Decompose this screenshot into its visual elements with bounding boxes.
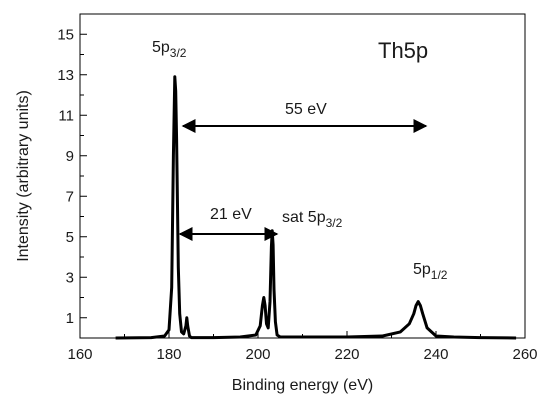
y-tick-label: 11 (58, 107, 74, 124)
peak-5p32-sub: 3/2 (170, 46, 187, 60)
sat-5p32-sub: 3/2 (326, 216, 343, 230)
sat-5p32-main: sat 5p (282, 209, 326, 226)
x-tick-label: 240 (423, 346, 448, 363)
x-tick-label: 180 (156, 346, 181, 363)
peak-5p12-label: 5p1/2 (413, 261, 448, 282)
region-label: Th5p (378, 38, 428, 63)
peak-5p12-main: 5p (413, 261, 431, 278)
x-tick-label: 200 (245, 346, 270, 363)
peak-5p32-main: 5p (152, 39, 170, 56)
arrow-55ev-label: 55 eV (285, 101, 327, 118)
y-tick-label: 3 (66, 269, 74, 286)
plot-frame (79, 13, 526, 339)
sat-5p32-label: sat 5p3/2 (282, 209, 343, 230)
x-axis-label: Binding energy (eV) (232, 377, 373, 394)
y-axis-label: Intensity (arbitrary units) (15, 90, 32, 262)
x-tick-label: 160 (67, 346, 92, 363)
arrow-21ev-label: 21 eV (210, 206, 252, 223)
peak-5p32-label: 5p3/2 (152, 39, 187, 60)
y-tick-label: 1 (66, 310, 74, 327)
y-tick-label: 7 (66, 188, 74, 205)
y-tick-label: 5 (66, 229, 74, 246)
y-tick-label: 15 (57, 26, 74, 43)
y-tick-label: 13 (57, 67, 74, 84)
x-tick-label: 220 (334, 346, 359, 363)
y-tick-label: 9 (66, 148, 74, 165)
x-tick-label: 260 (512, 346, 537, 363)
ticks-layer (79, 13, 526, 339)
peak-5p12-sub: 1/2 (431, 268, 448, 282)
spectrum-line (115, 75, 517, 340)
